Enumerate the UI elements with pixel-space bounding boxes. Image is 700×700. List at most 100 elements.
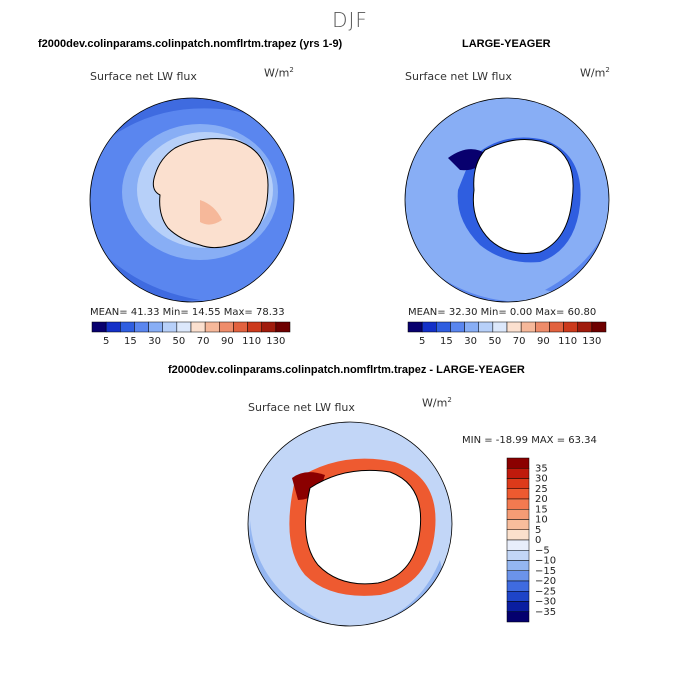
panel2-header: LARGE-YEAGER <box>462 38 551 50</box>
panel2-colorbar: 5 15 30 50 70 90 110 130 <box>407 321 607 347</box>
colorbar-swatch <box>478 321 494 333</box>
panel3-units-text: W/m <box>422 396 448 410</box>
colorbar-tick-label: 25 <box>535 484 548 495</box>
panel2-units-exponent: 2 <box>605 66 610 74</box>
colorbar-swatch <box>492 321 508 333</box>
colorbar-swatch <box>436 321 451 333</box>
colorbar-swatch <box>506 321 522 333</box>
panel2-variable-label: Surface net LW flux <box>405 70 512 83</box>
colorbar-swatch <box>421 321 437 333</box>
colorbar-swatch <box>591 321 607 333</box>
colorbar-tick-label: 110 <box>242 336 261 347</box>
panel1-map <box>90 98 294 302</box>
colorbar-tick-label: 110 <box>558 336 577 347</box>
panel1-stats: MEAN= 41.33 Min= 14.55 Max= 78.33 <box>90 307 285 318</box>
panel1-units-text: W/m <box>264 66 290 80</box>
colorbar-swatch <box>506 478 530 489</box>
colorbar-tick-label: 130 <box>582 336 601 347</box>
colorbar-swatch <box>134 321 149 333</box>
colorbar-swatch <box>407 321 423 333</box>
colorbar-swatch <box>520 321 536 333</box>
colorbar-swatch <box>506 601 530 612</box>
colorbar-tick-label: −25 <box>535 586 556 597</box>
colorbar-swatch <box>275 321 291 333</box>
colorbar-tick-label: 10 <box>535 515 548 526</box>
colorbar-swatch <box>247 321 262 333</box>
panel2-map <box>405 98 609 302</box>
colorbar-tick-label: −15 <box>535 566 556 577</box>
colorbar-swatch <box>120 321 135 333</box>
colorbar-tick-label: 35 <box>535 463 548 474</box>
colorbar-swatch <box>450 321 465 333</box>
colorbar-swatch <box>506 488 530 500</box>
colorbar-swatch <box>535 321 550 333</box>
colorbar-tick-label: 15 <box>440 336 453 347</box>
colorbar-tick-label: 5 <box>535 525 541 536</box>
figure-title: DJF <box>332 8 368 32</box>
colorbar-swatch <box>91 321 107 333</box>
colorbar-tick-label: 90 <box>221 336 234 347</box>
panel1-variable-label: Surface net LW flux <box>90 70 197 83</box>
colorbar-tick-label: 50 <box>489 336 502 347</box>
panel3-header: f2000dev.colinparams.colinpatch.nomflrtm… <box>168 364 525 376</box>
colorbar-tick-label: 5 <box>103 336 109 347</box>
panel2-units-text: W/m <box>580 66 606 80</box>
colorbar-tick-label: −10 <box>535 556 556 567</box>
panel3-stats: MIN = -18.99 MAX = 63.34 <box>462 435 597 446</box>
colorbar-swatch <box>506 580 530 592</box>
colorbar-swatch <box>219 321 234 333</box>
colorbar-tick-label: 15 <box>124 336 137 347</box>
panel3-units: W/m2 <box>422 396 452 410</box>
colorbar-swatch <box>506 457 530 469</box>
colorbar-swatch <box>162 321 178 333</box>
panel1-units: W/m2 <box>264 66 294 80</box>
panel1-header: f2000dev.colinparams.colinpatch.nomflrtm… <box>38 38 343 50</box>
colorbar-tick-label: −35 <box>535 607 556 618</box>
colorbar-swatch <box>506 509 530 520</box>
colorbar-tick-label: 130 <box>266 336 285 347</box>
colorbar-tick-label: 70 <box>197 336 210 347</box>
colorbar-swatch <box>105 321 121 333</box>
colorbar-swatch <box>506 611 530 623</box>
colorbar-swatch <box>506 560 530 571</box>
colorbar-tick-label: 5 <box>419 336 425 347</box>
colorbar-swatch <box>506 550 530 561</box>
panel1-colorbar: 5 15 30 50 70 90 110 130 <box>91 321 291 347</box>
colorbar-swatch <box>563 321 578 333</box>
colorbar-swatch <box>176 321 192 333</box>
panel3-units-exponent: 2 <box>447 396 452 404</box>
colorbar-tick-label: 30 <box>464 336 477 347</box>
panel3-variable-label: Surface net LW flux <box>248 401 355 414</box>
colorbar-swatch <box>549 321 564 333</box>
colorbar-swatch <box>577 321 593 333</box>
colorbar-tick-label: 70 <box>513 336 526 347</box>
colorbar-tick-label: 30 <box>535 474 548 485</box>
colorbar-tick-label: 30 <box>148 336 161 347</box>
panel1-units-exponent: 2 <box>289 66 294 74</box>
colorbar-tick-label: 0 <box>535 535 541 546</box>
panel2-units: W/m2 <box>580 66 610 80</box>
colorbar-swatch <box>506 539 530 551</box>
colorbar-swatch <box>148 321 163 333</box>
colorbar-swatch <box>506 498 530 510</box>
colorbar-swatch <box>204 321 220 333</box>
colorbar-swatch <box>261 321 277 333</box>
colorbar-tick-label: 15 <box>535 504 548 515</box>
colorbar-tick-label: −30 <box>535 597 556 608</box>
colorbar-swatch <box>506 570 530 582</box>
colorbar-swatch <box>506 529 530 541</box>
colorbar-tick-label: −5 <box>535 545 550 556</box>
colorbar-swatch <box>233 321 248 333</box>
colorbar-tick-label: −20 <box>535 576 556 587</box>
colorbar-swatch <box>464 321 479 333</box>
panel3-map <box>248 422 452 626</box>
colorbar-swatch <box>506 468 530 479</box>
colorbar-swatch <box>190 321 206 333</box>
colorbar-swatch <box>506 591 530 602</box>
panel2-stats: MEAN= 32.30 Min= 0.00 Max= 60.80 <box>408 307 597 318</box>
colorbar-swatch <box>506 519 530 530</box>
colorbar-tick-label: 20 <box>535 494 548 505</box>
colorbar-tick-label: 50 <box>173 336 186 347</box>
